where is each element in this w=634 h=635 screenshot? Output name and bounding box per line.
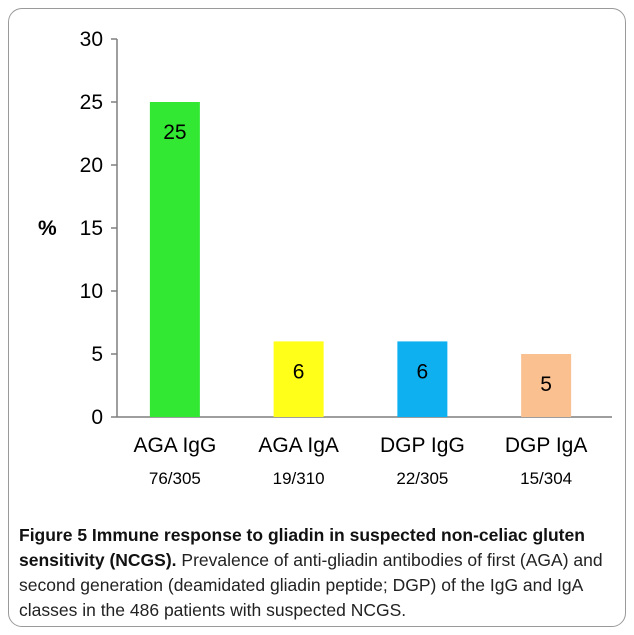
- x-fraction-label: 22/305: [396, 469, 448, 488]
- x-fraction-label: 19/310: [273, 469, 325, 488]
- bar-chart: % 0 5 10 15 20 25 30 25 AGA IgG 76/305 6 AGA IgA 19…: [38, 28, 612, 488]
- y-tick-label: 20: [80, 154, 103, 177]
- x-category-label: DGP IgA: [505, 434, 587, 457]
- y-tick-label: 15: [80, 217, 103, 240]
- bar-value-label: 6: [417, 360, 429, 383]
- x-fraction-label: 76/305: [149, 469, 201, 488]
- caption-title: Figure 5 Immune response to gliadin in s…: [19, 525, 585, 570]
- bar-value-label: 6: [293, 360, 305, 383]
- y-tick-label: 0: [91, 406, 103, 429]
- bars: 25 AGA IgG 76/305 6 AGA IgA 19/310 6 DGP IgG 22/…: [133, 102, 587, 488]
- figure-caption: Figure 5 Immune response to gliadin in s…: [19, 523, 619, 623]
- y-tick-label: 10: [80, 280, 103, 303]
- x-fraction-label: 15/304: [520, 469, 572, 488]
- y-axis-label: %: [38, 217, 57, 240]
- y-tick-label: 5: [91, 343, 103, 366]
- bar-value-label: 5: [540, 373, 552, 396]
- bar: [273, 341, 324, 417]
- x-category-label: AGA IgA: [258, 434, 339, 457]
- caption-body: Prevalence of anti-gliadin antibodies of…: [19, 550, 603, 620]
- x-category-label: AGA IgG: [133, 434, 216, 457]
- y-ticks: 0 5 10 15 20 25 30: [80, 28, 117, 429]
- bar: [149, 102, 200, 417]
- bar: [397, 341, 448, 417]
- y-tick-label: 30: [80, 28, 103, 51]
- y-tick-label: 25: [80, 91, 103, 114]
- x-category-label: DGP IgG: [380, 434, 465, 457]
- bar: [521, 354, 572, 417]
- bar-value-label: 25: [163, 121, 186, 144]
- figure-frame: [8, 8, 626, 627]
